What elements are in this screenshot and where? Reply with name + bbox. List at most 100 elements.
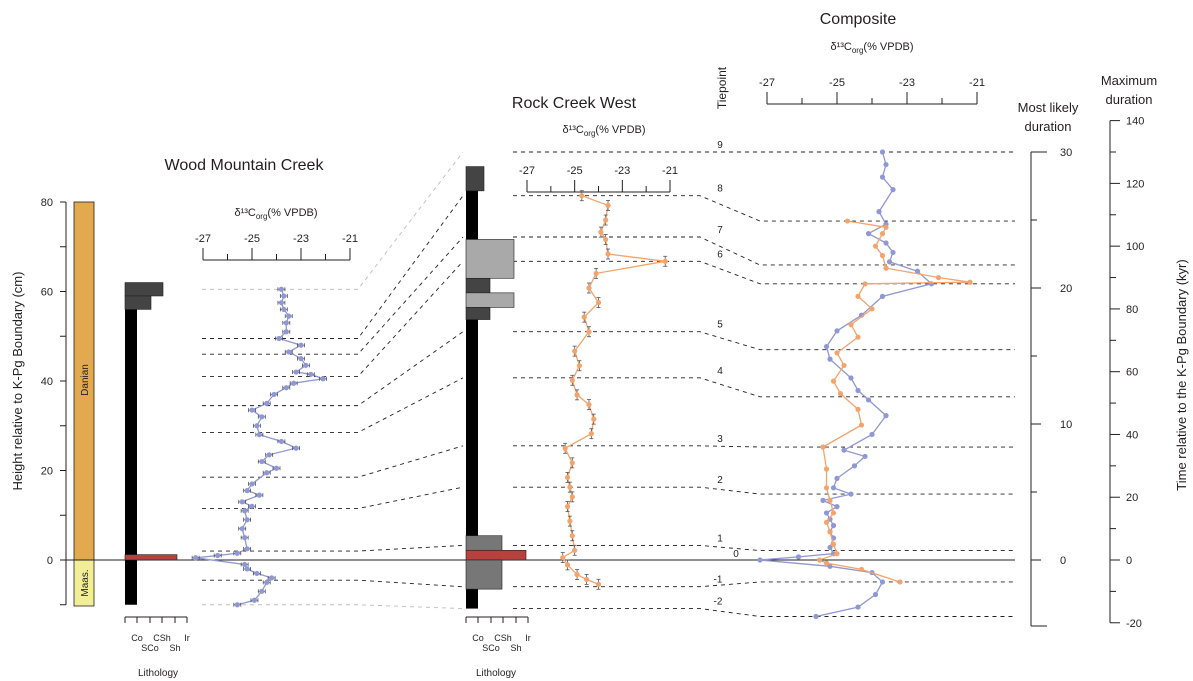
composite-blue-series-point [830,522,837,529]
rcw-tick-label: -23 [614,165,630,177]
composite-blue-series-point [827,356,833,362]
composite-blue-series-point [823,343,830,350]
tiepoint-correlation-lines [202,151,1015,617]
rcw-orange-series-point [562,445,568,451]
composite-blue-series-point [820,497,826,503]
wmc-lithology-bed [125,309,137,605]
correlation-line-wmc-rcw [202,544,464,552]
rcw-orange-series-point [603,236,609,243]
composite-xlabel-sub: org [852,46,864,55]
composite-blue-series-point [879,579,886,585]
tiepoint-label: 4 [717,366,723,377]
rcw-orange-series-point [583,576,590,583]
rcw-orange-series-point [598,229,604,235]
rcw-lithology-code: SCo [482,643,500,653]
wmc-blue-series-point [271,391,277,398]
composite-orange-series-point [855,334,861,340]
tiepoint-label: 9 [717,140,723,151]
rcw-orange-series-point [593,270,599,277]
correlation-line-rcw-composite [513,486,1015,495]
max-duration-label-2: duration [1106,92,1153,107]
wmc-blue-series-point [251,597,258,603]
wmc-blue-series-point [283,320,289,326]
height-tick-label: 80 [41,197,53,209]
composite-blue-series-point [855,604,861,610]
wmc-tick-label: -23 [293,233,309,245]
most-likely-label-1: Most likely [1018,100,1079,115]
wmc-blue-series-point [273,465,280,471]
wmc-title: Wood Mountain Creek [165,157,325,174]
correlation-line-wmc-rcw [202,579,464,588]
composite-orange-series-point [869,306,875,312]
composite-orange-series-point [823,560,830,566]
wmc-blue-series-point [256,432,262,438]
composite-orange-series-point [855,406,861,412]
most-likely-tick-label: 30 [1060,147,1072,159]
composite-blue-series-point [879,149,886,155]
composite-xlabel-tail: (% VPDB) [863,41,913,53]
composite-orange-series-point [844,218,851,224]
tiepoint-label: -2 [714,597,723,608]
max-duration-tick-label: 0 [1126,555,1132,567]
wmc-blue-series-point [234,550,240,556]
composite-blue-series-point [890,187,896,193]
composite-orange-series-point [823,519,830,525]
wmc-blue-series-point [283,385,289,391]
tiepoint-label: 6 [717,249,723,260]
wmc-blue-series-point [249,407,255,413]
wmc-blue-series-point [244,488,250,494]
composite-blue-series-point [914,268,921,274]
composite-blue-series-point [865,231,872,237]
composite-blue-series-point [827,563,833,569]
wmc-blue-series-point [239,526,245,532]
rcw-lithology-bed [465,307,491,320]
wmc-blue-series-point [242,561,248,568]
wmc-blue-series-point [234,602,240,608]
composite-orange-series-point [897,579,903,585]
correlation-line-wmc-rcw [202,486,464,509]
composite-tick-label: -21 [969,77,985,89]
wmc-xlabel: δ¹³Corg(% VPDB) [234,207,317,221]
rcw-orange-series-point [588,431,594,437]
rcw-orange-series-point [581,314,587,320]
rcw-orange-series-point [595,299,602,306]
rcw-orange-series-point [605,202,611,209]
composite-orange-series-point [967,279,973,285]
wmc-blue-series-point [308,371,314,377]
rcw-lithology-bed [465,535,503,551]
correlation-line-rcw-composite [513,544,1015,552]
wmc-blue-series-point [291,380,297,386]
most-likely-tick-label: 20 [1060,283,1072,295]
composite-blue-series-point [834,328,840,334]
wmc-blue-series-point [193,555,199,561]
correlation-line-rcw-composite [513,195,1015,222]
wmc-blue-series-point [281,306,287,312]
correlation-line-wmc-rcw [202,604,464,610]
composite-blue-series-point [890,249,896,256]
wmc-lithology-code: SCo [141,643,159,653]
rcw-orange-series-point [579,193,585,199]
composite-orange-series-point [872,243,879,249]
tiepoint-label: 7 [717,225,723,236]
composite-blue-series-point [851,463,858,469]
max-duration-tick-label: 60 [1126,367,1138,379]
wmc-blue-series-line [195,289,324,606]
wmc-blue-series-point [249,481,255,487]
wmc-blue-series-point [298,356,304,362]
correlation-line-wmc-rcw [202,331,464,407]
rcw-orange-series-point [595,581,602,587]
composite-orange-series-point [830,510,837,516]
composite-blue-series-point [876,209,882,215]
composite-title: Composite [820,11,897,28]
wmc-blue-series-point [278,438,284,445]
wmc-blue-series-point [298,342,304,348]
tiepoint-label: 2 [717,475,723,486]
composite-orange-series-point [834,551,840,557]
rcw-lithology-code: Co [472,633,484,643]
correlation-line-wmc-rcw [202,195,464,339]
rcw-orange-series-point [572,348,578,354]
wmc-blue-series-point [259,458,265,465]
composite-orange-series-point [837,391,844,397]
